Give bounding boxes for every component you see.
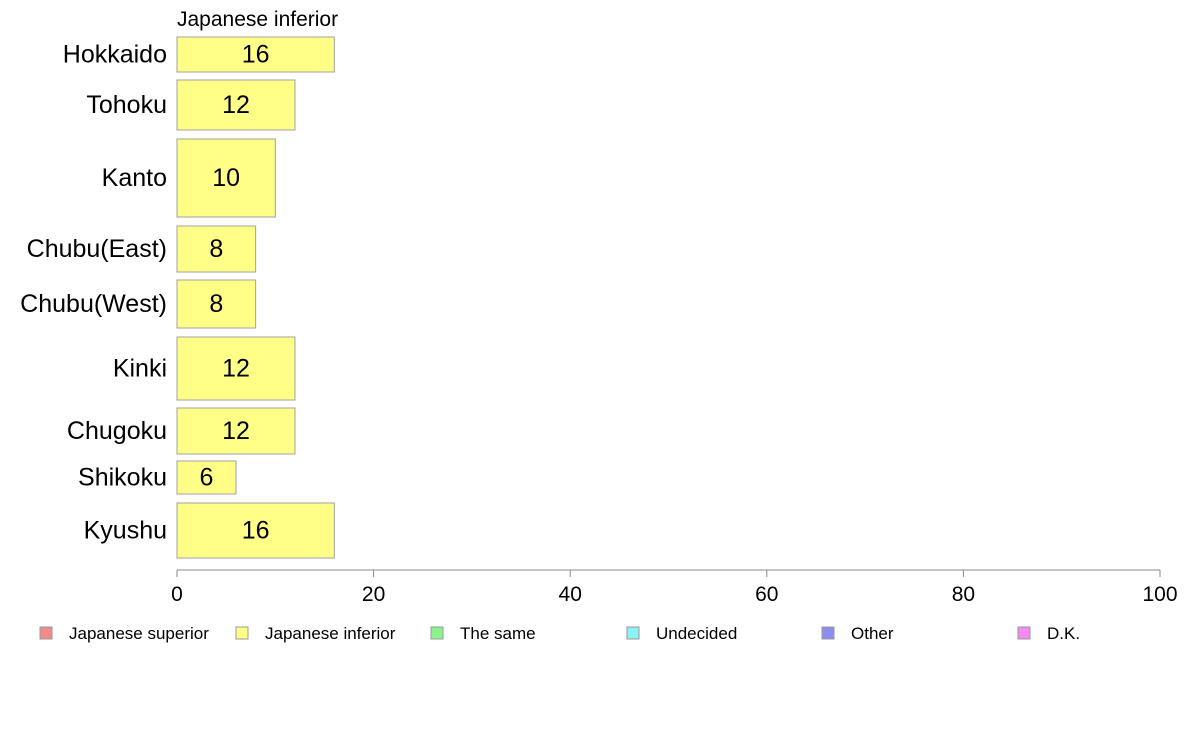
x-tick-label: 0 xyxy=(171,583,183,606)
category-label: Chubu(East) xyxy=(27,235,167,263)
legend-swatch xyxy=(235,626,249,640)
category-label: Shikoku xyxy=(78,464,167,492)
x-tick-label: 100 xyxy=(1142,583,1177,606)
bar-value-label: 16 xyxy=(242,517,270,545)
bar xyxy=(176,336,296,401)
bar xyxy=(176,502,335,559)
legend-swatch xyxy=(821,626,835,640)
x-tick-label: 40 xyxy=(559,583,582,606)
legend-swatch xyxy=(430,626,444,640)
x-tick-label: 60 xyxy=(755,583,778,606)
bar-value-label: 10 xyxy=(212,164,240,192)
bar-value-label: 12 xyxy=(222,355,250,383)
bar xyxy=(176,279,257,329)
x-axis: 0 20 40 60 80 100 xyxy=(171,569,1178,606)
bar-value-label: 12 xyxy=(222,91,250,119)
bar xyxy=(176,36,335,73)
legend-label: D.K. xyxy=(1047,624,1080,643)
category-label: Hokkaido xyxy=(63,41,167,69)
x-tick-label: 20 xyxy=(362,583,385,606)
bar xyxy=(176,225,257,273)
x-tick-label: 80 xyxy=(952,583,975,606)
bar xyxy=(176,460,237,495)
bar-value-label: 8 xyxy=(209,290,223,318)
bar-value-label: 12 xyxy=(222,417,250,445)
legend-label: The same xyxy=(460,624,536,643)
legend-label: Japanese inferior xyxy=(265,624,396,643)
legend-label: Undecided xyxy=(656,624,737,643)
bar-value-label: 8 xyxy=(209,235,223,263)
bar xyxy=(176,79,296,131)
legend-swatch xyxy=(39,626,53,640)
legend-label: Other xyxy=(851,624,894,643)
legend-swatch xyxy=(1017,626,1031,640)
panel-title: Japanese inferior xyxy=(177,8,338,31)
category-label: Tohoku xyxy=(86,91,167,119)
legend-swatch xyxy=(626,626,640,640)
bars-group: Hokkaido 16 Tohoku 12 Kanto 10 Chubu(East) 8 Chu… xyxy=(20,36,335,559)
legend-label: Japanese superior xyxy=(69,624,209,643)
category-label: Kanto xyxy=(102,164,167,192)
legend: Japanese superior Japanese inferior The sa… xyxy=(39,624,1080,643)
category-label: Chubu(West) xyxy=(20,290,167,318)
category-label: Kinki xyxy=(113,355,167,383)
bar-value-label: 16 xyxy=(242,41,270,69)
bar xyxy=(176,138,276,218)
bar xyxy=(176,407,296,455)
category-label: Chugoku xyxy=(67,417,167,445)
category-label: Kyushu xyxy=(84,517,167,545)
bar-value-label: 6 xyxy=(200,464,214,492)
